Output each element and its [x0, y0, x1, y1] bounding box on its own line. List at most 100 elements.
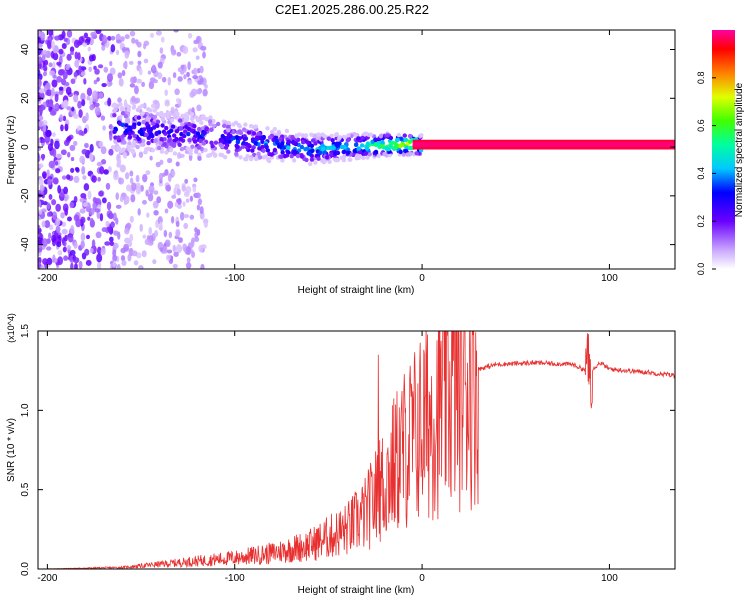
heatmap-cell: [178, 237, 183, 243]
heatmap-cell: [167, 76, 172, 86]
heatmap-cell: [178, 126, 184, 131]
heatmap-cell: [124, 172, 130, 180]
heatmap-cell: [57, 256, 64, 266]
heatmap-cell: [408, 145, 413, 151]
heatmap-cell: [152, 259, 157, 265]
heatmap-cell: [248, 123, 254, 129]
heatmap-cell: [209, 140, 214, 146]
heatmap-cell: [53, 103, 58, 110]
heatmap-cell: [354, 142, 359, 147]
heatmap-cell: [84, 142, 89, 149]
heatmap-cell: [111, 103, 116, 108]
heatmap-cell: [145, 116, 151, 122]
heatmap-cell: [120, 36, 125, 42]
heatmap-cell: [304, 157, 309, 163]
heatmap-cell: [52, 211, 58, 220]
y-tick-label: 0.5: [20, 482, 31, 496]
heatmap-cell: [46, 202, 51, 210]
heatmap-cell: [173, 187, 177, 196]
heatmap-cell: [69, 249, 76, 256]
heatmap-cell: [142, 173, 148, 183]
heatmap-cell: [52, 148, 57, 158]
heatmap-cell: [309, 143, 315, 149]
heatmap-cell: [115, 192, 119, 200]
heatmap-cell: [299, 144, 305, 150]
heatmap-cell: [184, 124, 189, 129]
heatmap-cell: [49, 98, 54, 108]
heatmap-cell: [186, 147, 192, 152]
heatmap-cell: [48, 193, 53, 200]
heatmap-cell: [161, 76, 167, 83]
heatmap-cell: [73, 257, 80, 264]
heatmap-cell: [57, 185, 61, 194]
x-tick-label: -200: [37, 573, 57, 584]
heatmap-cell: [218, 142, 223, 148]
y-tick-label: 0: [20, 144, 31, 150]
heatmap-cell: [89, 152, 94, 161]
heatmap-cell: [218, 152, 223, 158]
heatmap-cell: [265, 126, 270, 131]
heatmap-cell: [192, 74, 199, 80]
heatmap-cell: [62, 203, 69, 213]
heatmap-cell: [124, 34, 130, 40]
heatmap-cell: [331, 145, 336, 151]
heatmap-cell: [58, 86, 64, 91]
heatmap-cell: [310, 138, 316, 143]
heatmap-cell: [164, 125, 169, 131]
heatmap-cell: [165, 184, 172, 192]
heatmap-cell: [198, 244, 204, 253]
heatmap-cell: [80, 240, 85, 249]
heatmap-cell: [69, 201, 75, 209]
heatmap-cell: [58, 48, 64, 55]
heatmap-cell: [185, 115, 190, 121]
heatmap-cell: [291, 158, 297, 163]
heatmap-cell: [122, 140, 127, 145]
heatmap-cell: [44, 220, 51, 228]
heatmap-cell: [175, 244, 183, 254]
heatmap-cell: [243, 122, 248, 127]
heatmap-cell: [39, 88, 45, 94]
heatmap-cell: [159, 159, 164, 165]
heatmap-cell: [89, 104, 95, 111]
heatmap-cell: [73, 175, 80, 184]
heatmap-cell: [83, 78, 87, 85]
heatmap-cell: [63, 196, 68, 202]
heatmap-cell: [204, 126, 210, 131]
heatmap-cell: [190, 88, 198, 97]
heatmap-cell: [83, 183, 90, 191]
heatmap-cell: [144, 238, 150, 246]
heatmap-cell: [47, 30, 54, 36]
heatmap-cell: [134, 97, 141, 104]
heatmap-cell: [113, 173, 119, 181]
heatmap-cell: [171, 194, 177, 199]
heatmap-cell: [89, 98, 93, 106]
heatmap-cell: [363, 151, 369, 156]
heatmap-cell: [47, 178, 52, 186]
heatmap-cell: [119, 196, 124, 203]
heatmap-cell: [123, 200, 128, 206]
heatmap-cell: [280, 150, 285, 155]
heatmap-cell: [170, 106, 175, 115]
heatmap-cell: [73, 113, 79, 119]
heatmap-cell: [147, 70, 152, 75]
y-tick-label: 40: [20, 44, 31, 56]
heatmap-cell: [194, 227, 198, 233]
heatmap-cell: [38, 163, 44, 169]
heatmap-cell: [120, 255, 126, 262]
heatmap-cell: [79, 208, 85, 214]
heatmap-cell: [182, 129, 188, 134]
heatmap-cell: [106, 201, 112, 211]
heatmap-cell: [148, 132, 153, 138]
heatmap-cell: [273, 135, 278, 140]
heatmap-cell: [70, 225, 75, 234]
heatmap-cell: [118, 78, 124, 87]
heatmap-cell: [41, 153, 45, 161]
heatmap-cell: [78, 65, 82, 74]
colorbar: 0.0 0.2 0.4 0.6 0.8 Normalized spectral ampl…: [696, 30, 745, 275]
heatmap-cell: [380, 139, 385, 145]
heatmap-cell: [195, 117, 201, 123]
y-tick-label: 20: [20, 92, 31, 104]
heatmap-cell: [191, 250, 196, 258]
heatmap-cell: [316, 132, 321, 137]
heatmap-cell: [98, 141, 104, 148]
